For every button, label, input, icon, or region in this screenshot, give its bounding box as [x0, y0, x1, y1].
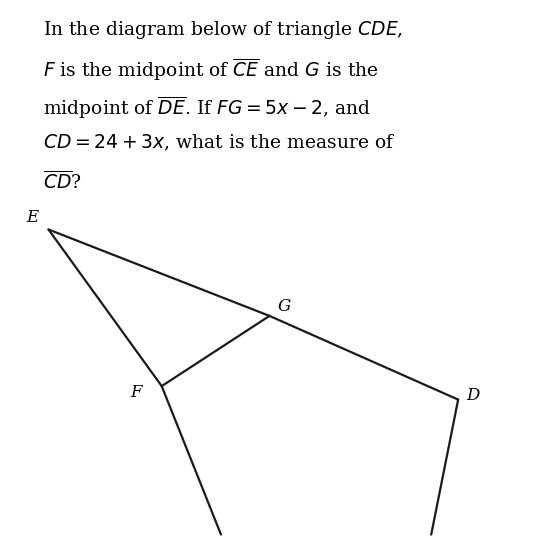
Text: G: G [278, 298, 291, 315]
Text: $CD = 24 + 3x$, what is the measure of: $CD = 24 + 3x$, what is the measure of [43, 132, 396, 153]
Text: D: D [467, 387, 480, 404]
Text: E: E [26, 209, 38, 226]
Text: $\overline{CD}$?: $\overline{CD}$? [43, 170, 82, 193]
Text: F: F [130, 384, 142, 401]
Text: $F$ is the midpoint of $\overline{CE}$ and $G$ is the: $F$ is the midpoint of $\overline{CE}$ a… [43, 57, 379, 83]
Text: In the diagram below of triangle $CDE$,: In the diagram below of triangle $CDE$, [43, 19, 403, 41]
Text: midpoint of $\overline{DE}$. If $FG = 5x - 2$, and: midpoint of $\overline{DE}$. If $FG = 5x… [43, 94, 371, 121]
